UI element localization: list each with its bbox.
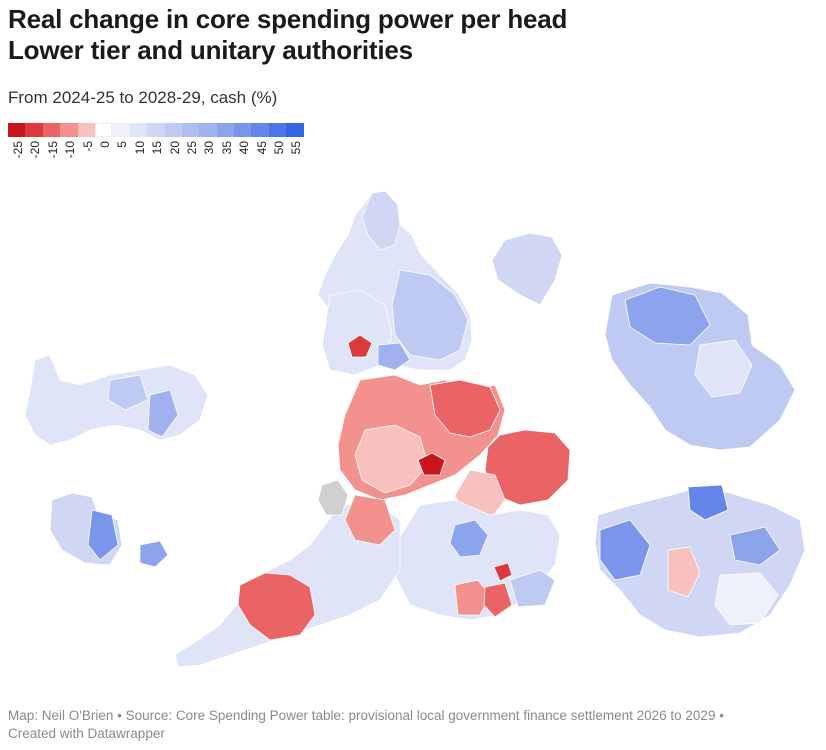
legend-swatch bbox=[42, 123, 61, 137]
wiltshire-region bbox=[344, 494, 396, 546]
inset-tyne bbox=[491, 232, 563, 306]
inset-east-top bbox=[604, 282, 796, 451]
legend-swatch bbox=[164, 123, 182, 137]
inset-london-red bbox=[667, 546, 701, 598]
chart-subtitle: From 2024-25 to 2028-29, cash (%) bbox=[8, 88, 278, 107]
inset-london-blue-1 bbox=[599, 519, 651, 581]
legend-swatch bbox=[129, 123, 148, 137]
northwest-region bbox=[321, 289, 393, 376]
inset-sw-small bbox=[139, 540, 169, 568]
footer-notes: Map: Neil O'Brien • Source: Core Spendin… bbox=[8, 707, 818, 743]
west-midlands-region bbox=[354, 424, 429, 494]
dark-red-district bbox=[417, 452, 446, 476]
yorkshire-region bbox=[391, 269, 469, 361]
legend-swatch bbox=[181, 123, 200, 137]
legend-swatch bbox=[234, 123, 252, 137]
inset-london-blue-2 bbox=[687, 484, 729, 521]
legend-swatch bbox=[286, 123, 304, 137]
legend-swatch bbox=[60, 123, 78, 137]
kent-red bbox=[493, 562, 513, 582]
legend-swatch bbox=[199, 123, 217, 137]
legend-swatch bbox=[25, 123, 43, 137]
lancashire-red bbox=[347, 334, 373, 358]
inset-london-light bbox=[714, 572, 779, 626]
legend-swatch bbox=[94, 123, 113, 137]
title-line-2: Lower tier and unitary authorities bbox=[8, 35, 413, 65]
inset-nw-blue-2 bbox=[107, 374, 149, 411]
legend-swatches bbox=[8, 123, 304, 137]
inset-north-small bbox=[491, 232, 563, 306]
title-line-1: Real change in core spending power per h… bbox=[8, 4, 568, 34]
inset-london-blue-3 bbox=[729, 526, 781, 566]
england-main bbox=[174, 190, 571, 668]
inset-nw-blue-1 bbox=[147, 389, 179, 438]
footer-source: Map: Neil O'Brien • Source: Core Spendin… bbox=[8, 708, 724, 723]
east-midlands-region bbox=[429, 379, 501, 438]
inset-sw-blue bbox=[87, 509, 119, 561]
legend-swatch bbox=[8, 123, 26, 137]
southeast-red-2 bbox=[483, 582, 513, 618]
london-inner bbox=[449, 519, 489, 558]
inset-southwest-small bbox=[49, 492, 169, 568]
inset-london bbox=[594, 484, 806, 638]
legend-swatch bbox=[112, 123, 130, 137]
missing-area bbox=[317, 479, 349, 516]
legend-swatch bbox=[147, 123, 165, 137]
greater-manchester-blue bbox=[377, 342, 411, 371]
legend-swatch bbox=[268, 123, 287, 137]
devon-red bbox=[237, 572, 316, 641]
east-region bbox=[484, 429, 571, 506]
inset-wy-blue bbox=[624, 286, 711, 346]
southeast-blue bbox=[509, 569, 556, 608]
inset-wy-light bbox=[694, 339, 753, 398]
northeast-region bbox=[361, 190, 401, 251]
color-legend: -25 -20 -15 -10 -5 0 5 10 15 20 25 30 35 40 45 50 55 bbox=[8, 123, 304, 189]
legend-swatch bbox=[77, 123, 95, 137]
footer-credit: Created with Datawrapper bbox=[8, 726, 165, 741]
legend-swatch bbox=[251, 123, 269, 137]
choropleth-map bbox=[24, 190, 806, 668]
legend-swatch bbox=[216, 123, 235, 137]
chart-title: Real change in core spending power per h… bbox=[8, 4, 567, 66]
inset-northwest bbox=[24, 354, 209, 446]
